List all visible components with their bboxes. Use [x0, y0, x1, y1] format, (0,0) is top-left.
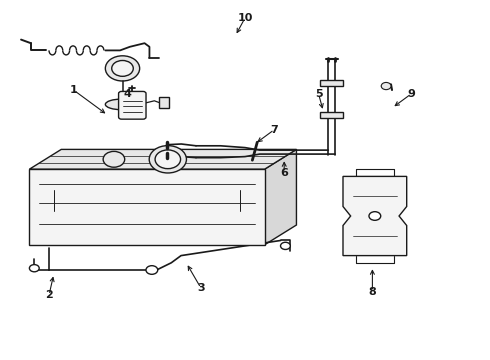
Circle shape	[29, 265, 39, 272]
Circle shape	[281, 242, 290, 249]
Polygon shape	[343, 176, 407, 256]
Text: 4: 4	[123, 89, 131, 99]
Circle shape	[369, 212, 381, 220]
Text: 2: 2	[45, 290, 53, 300]
Circle shape	[149, 145, 187, 173]
Text: 1: 1	[70, 85, 77, 95]
Circle shape	[103, 152, 124, 167]
Polygon shape	[320, 80, 343, 86]
Circle shape	[105, 56, 140, 81]
Circle shape	[381, 82, 391, 90]
Polygon shape	[159, 97, 169, 108]
Text: 10: 10	[237, 13, 253, 23]
Polygon shape	[29, 169, 265, 245]
Text: 7: 7	[270, 125, 278, 135]
FancyBboxPatch shape	[119, 91, 146, 119]
Text: 8: 8	[368, 287, 376, 297]
Text: 3: 3	[197, 283, 205, 293]
Text: 6: 6	[280, 168, 288, 178]
Circle shape	[155, 150, 181, 169]
Text: 9: 9	[408, 89, 416, 99]
Circle shape	[112, 60, 133, 76]
Text: 5: 5	[315, 89, 322, 99]
Polygon shape	[29, 149, 296, 169]
Circle shape	[146, 266, 158, 274]
Ellipse shape	[105, 99, 140, 110]
Polygon shape	[265, 149, 296, 245]
Polygon shape	[320, 112, 343, 118]
